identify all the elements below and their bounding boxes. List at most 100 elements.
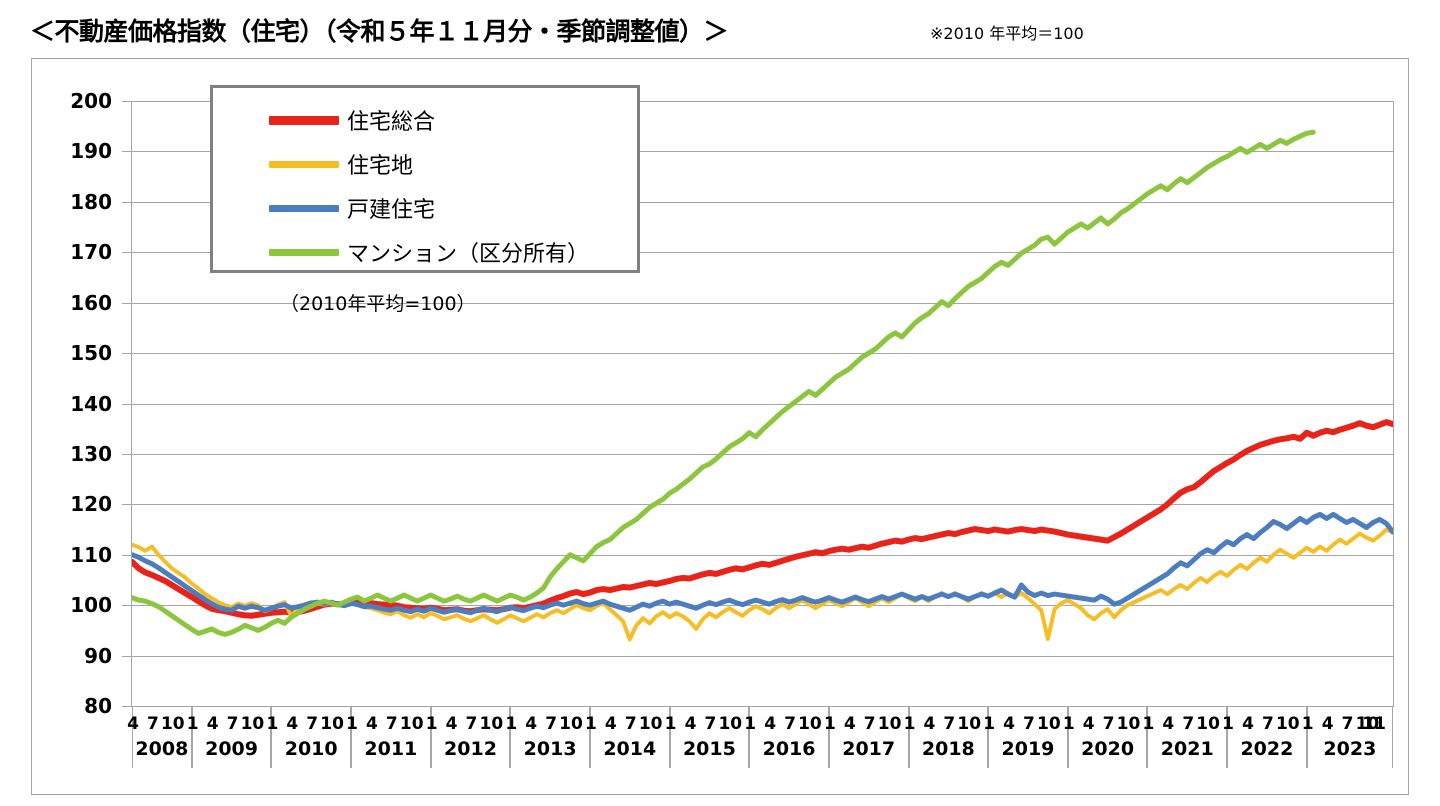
y-tick-label: 150 [70,341,112,366]
x-axis-month-label: 10 [1037,714,1061,734]
x-axis-month-label: 4 [764,714,777,734]
x-axis-year-label: 2012 [444,738,497,760]
x-axis-year-label: 2014 [603,738,657,760]
legend-item[interactable]: 住宅総合 [213,98,637,142]
page-title: ＜不動産価格指数（住宅）（令和５年１１月分・季節調整値）＞ [30,17,729,46]
x-axis-year-label: 2010 [284,738,338,760]
x-axis-month-label: 7 [465,714,478,734]
x-axis-month-label: 4 [445,714,458,734]
gridline [132,605,1394,607]
x-axis-year-label: 2023 [1323,738,1377,760]
x-axis-month-row: 1 4 7 10 [665,710,749,738]
x-axis-month-label: 11 [1362,714,1386,734]
y-tick-label: 120 [70,492,112,517]
x-axis-month-label: 4 [1082,714,1095,734]
x-axis-month-label: 4 [366,714,378,734]
x-axis-month-row: 1 4 7 10 [187,710,271,738]
x-axis-month-row: 1 4 7 10 11 [1302,710,1392,738]
x-axis-year-cell: 1 4 7 10 2010 [266,706,351,768]
x-axis-month-label: 1 [823,714,836,734]
gridline [132,554,1394,556]
x-axis-year-cell: 1 4 7 10 2012 [426,706,511,768]
y-tick-label: 110 [70,542,112,567]
x-axis-month-label: 10 [160,714,185,734]
y-tick-mark [122,655,132,657]
x-axis-month-label: 7 [146,714,159,734]
x-axis-month-label: 1 [983,714,996,734]
x-axis-month-label: 10 [718,714,743,734]
x-axis-month-row: 1 4 7 10 [983,710,1067,738]
x-axis-year-label: 2016 [762,738,816,760]
x-axis-month-row: 4 7 10 [127,710,191,738]
legend-item[interactable]: 戸建住宅 [213,186,637,230]
x-axis-month-label: 7 [863,714,876,734]
gridline [132,151,1394,153]
x-axis-month-row: 1 4 7 10 [904,710,988,738]
x-axis-year-cell: 1 4 7 10 2011 [346,706,431,768]
x-axis-month-label: 4 [923,714,936,734]
y-tick-mark [122,605,132,607]
x-axis-month-label: 7 [784,714,796,734]
gridline [132,403,1394,405]
y-tick-label: 160 [70,290,112,315]
x-axis-month-label: 1 [1301,714,1314,734]
legend-color-swatch [269,160,339,168]
x-axis-month-label: 10 [957,714,982,734]
y-tick-mark [122,504,132,506]
gridline [132,353,1394,355]
x-axis-month-label: 1 [186,714,199,734]
x-axis-month-label: 10 [479,714,504,734]
x-axis-year-cell: 1 4 7 10 2014 [585,706,670,768]
x-axis-month-label: 1 [664,714,677,734]
x-axis-month-label: 7 [1102,714,1115,734]
x-axis-month-label: 7 [1341,714,1354,734]
x-axis-month-row: 1 4 7 10 [1222,710,1306,738]
legend-item-label: 戸建住宅 [347,198,436,223]
legend-item[interactable]: 住宅地 [213,142,637,186]
x-axis-month-label: 7 [943,714,956,734]
series-line [132,129,1316,637]
x-axis-month-label: 10 [1355,714,1380,734]
gridline [132,101,1394,102]
y-tick-label: 180 [70,189,112,214]
y-tick-label: 140 [70,391,112,416]
legend-item-label: 住宅地 [347,154,414,179]
gridline [132,453,1394,455]
x-axis-year-cell: 1 4 7 10 2013 [505,706,590,768]
x-axis-year-cell: 1 4 7 10 2018 [904,706,989,768]
x-axis-year-label: 2013 [523,738,577,760]
legend-color-swatch [269,248,339,256]
gridline [132,302,1394,304]
y-tick-mark [122,101,132,102]
gridline [132,201,1394,203]
series-plot [132,129,1393,642]
x-axis-month-row: 1 4 7 10 [505,710,589,738]
x-axis-year-label: 2021 [1160,738,1214,760]
x-axis-month-row: 1 4 7 10 [346,710,430,738]
x-axis-month-label: 4 [684,714,697,734]
y-tick-mark [122,302,132,304]
x-axis-month-row: 1 4 7 10 [1143,710,1226,738]
y-tick-label: 80 [84,694,112,718]
x-axis-month-label: 4 [525,714,538,734]
x-axis-month-label: 1 [1142,714,1155,734]
x-axis-year-cell: 1 4 7 10 2022 [1222,706,1307,768]
y-tick-mark [122,353,132,355]
y-tick-mark [122,252,132,254]
x-axis-month-label: 4 [1162,714,1175,734]
legend-color-swatch [269,204,339,212]
y-tick-mark [122,706,132,707]
series-line [132,419,1393,619]
x-axis-month-label: 4 [206,714,219,734]
x-axis-month-label: 10 [877,714,902,734]
x-axis-year-cell: 1 4 7 10 2009 [187,706,272,768]
x-axis-month-label: 10 [638,714,663,734]
x-axis-month-label: 4 [127,714,139,734]
x-axis-month-label: 1 [585,714,597,734]
y-tick-mark [122,554,132,556]
series-line [132,527,1393,642]
y-tick-label: 190 [70,139,112,164]
x-axis-month-row: 1 4 7 10 [426,710,510,738]
legend-item[interactable]: マンション（区分所有） [213,230,637,274]
